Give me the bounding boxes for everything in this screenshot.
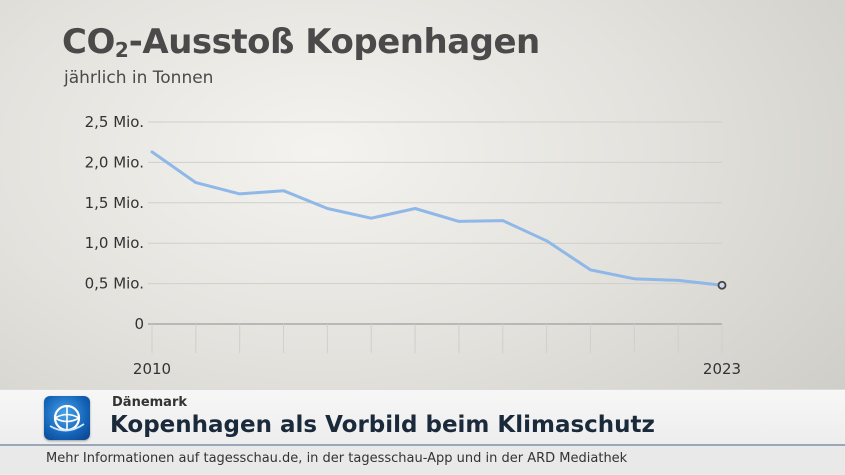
lower-third-divider <box>0 444 845 446</box>
chart-subtitle: jährlich in Tonnen <box>64 68 214 88</box>
line-chart: 0 0,5 Mio. 1,0 Mio. 1,5 Mio. 2,0 Mio. 2,5 Mio… <box>85 113 742 378</box>
title-rest: -Ausstoß Kopenhagen <box>128 22 540 62</box>
y-tick-label: 0 <box>134 315 144 333</box>
news-ticker: Mehr Informationen auf tagesschau.de, in… <box>46 451 628 466</box>
x-tick-label: 2023 <box>703 360 741 378</box>
y-tick-label: 2,0 Mio. <box>85 153 144 171</box>
last-data-point <box>717 280 727 290</box>
y-tick-label: 0,5 Mio. <box>85 275 144 293</box>
x-tick-label: 2010 <box>133 360 171 378</box>
news-headline: Kopenhagen als Vorbild beim Klimaschutz <box>110 412 655 438</box>
title-co: CO <box>62 22 115 62</box>
y-tick-label: 2,5 Mio. <box>85 113 144 131</box>
lower-third-banner <box>0 389 845 445</box>
series-line <box>150 150 724 287</box>
y-tick-label: 1,0 Mio. <box>85 234 144 252</box>
y-tick-label: 1,5 Mio. <box>85 194 144 212</box>
tagesschau-logo-icon <box>44 396 90 440</box>
news-kicker: Dänemark <box>112 395 188 410</box>
title-subscript: 2 <box>114 38 129 62</box>
ticker-bar <box>0 446 845 475</box>
chart-title: CO2-Ausstoß Kopenhagen <box>62 22 540 62</box>
